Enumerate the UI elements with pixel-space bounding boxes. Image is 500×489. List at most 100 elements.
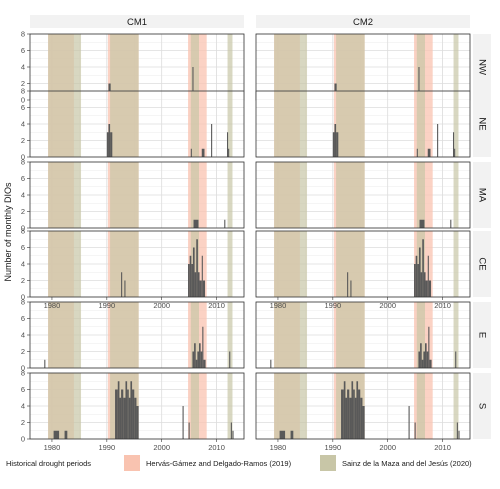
drought-period-sainz <box>416 373 426 439</box>
panel-ce-cm2 <box>255 230 471 298</box>
dio-bar <box>197 351 200 368</box>
dio-bar <box>106 132 109 157</box>
dio-bar <box>456 422 458 439</box>
dio-bar <box>128 397 131 439</box>
dio-bar <box>121 272 123 297</box>
drought-period-sainz <box>453 373 459 439</box>
x-tick-label: 2010 <box>208 301 225 310</box>
row-label-s: S <box>477 403 488 409</box>
dio-bar <box>418 67 420 100</box>
row-strip-nw <box>473 34 491 100</box>
y-tick-label: 8 <box>21 298 25 307</box>
row-label-ne: NE <box>477 117 488 130</box>
x-tick-label: 2010 <box>434 443 451 452</box>
drought-period-sainz <box>274 91 308 157</box>
drought-period-sainz <box>48 373 82 439</box>
y-tick-label: 8 <box>21 227 25 236</box>
drought-period-sainz <box>48 231 82 297</box>
drought-period-sainz <box>227 231 233 297</box>
dio-bar <box>197 272 200 297</box>
dio-bar <box>358 389 361 439</box>
dio-bar <box>193 219 199 228</box>
drought-period-sainz <box>453 34 459 100</box>
y-tick-label: 8 <box>21 158 25 167</box>
dio-bar <box>426 351 429 368</box>
panel-nw-cm2 <box>255 33 471 101</box>
dio-bar <box>124 280 126 297</box>
row-strip-ne <box>473 91 491 157</box>
y-tick-label: 6 <box>21 46 25 55</box>
row-strip-e <box>473 302 491 368</box>
dio-bar <box>64 430 68 439</box>
dio-bar <box>454 148 456 157</box>
dio-bar <box>356 381 359 439</box>
dio-bar <box>428 326 430 368</box>
x-tick-label: 1990 <box>98 301 115 310</box>
dio-bar <box>290 430 294 439</box>
dio-bar <box>230 422 232 439</box>
dio-bar <box>117 381 120 439</box>
panel-ne-cm2 <box>255 90 471 158</box>
dio-bar <box>347 389 350 439</box>
dio-bar <box>422 239 424 297</box>
drought-period-sainz <box>110 162 139 228</box>
dio-bar <box>108 124 111 157</box>
dio-bar <box>455 351 457 368</box>
y-tick-label: 6 <box>21 243 25 252</box>
drought-period-sainz <box>416 162 426 228</box>
row-label-e: E <box>477 332 488 338</box>
dio-bar <box>192 247 195 297</box>
dio-bar <box>429 359 432 368</box>
dio-bar <box>420 343 422 368</box>
drought-period-sainz <box>274 34 308 100</box>
dio-bar <box>341 389 344 439</box>
drought-period-sainz <box>416 34 426 100</box>
y-tick-label: 0 <box>21 153 25 162</box>
dio-bar <box>202 280 206 297</box>
panel-border <box>255 161 471 229</box>
drought-period-sainz <box>48 91 82 157</box>
panel-nw-cm1: 0 2 4 6 8 <box>21 30 245 105</box>
y-tick-label: 0 <box>21 293 25 302</box>
dio-bar <box>44 359 46 368</box>
y-tick-label: 6 <box>21 174 25 183</box>
legend: Historical drought periods Hervás-Gámez a… <box>6 455 472 471</box>
x-tick-label: 2010 <box>434 301 451 310</box>
x-tick-label: 1990 <box>324 443 341 452</box>
y-tick-label: 2 <box>21 136 25 145</box>
y-axis-title: Number of monthly DIOs <box>3 182 13 282</box>
drought-period-sainz <box>453 231 459 297</box>
dio-bar <box>343 381 346 439</box>
dio-bar <box>418 247 421 297</box>
dio-bar <box>136 406 139 439</box>
legend-label-herv: Hervás-Gámez and Delgado-Ramos (2019) <box>146 459 292 468</box>
y-tick-label: 6 <box>21 103 25 112</box>
dio-bar <box>423 272 426 297</box>
drought-period-sainz <box>416 302 426 368</box>
dio-bar <box>115 389 118 439</box>
dio-bar <box>279 430 286 439</box>
dio-bar <box>354 397 357 439</box>
dio-bar <box>121 389 124 439</box>
dio-bar <box>199 343 201 368</box>
dio-bar <box>332 132 335 157</box>
dio-bar <box>421 359 424 368</box>
drought-period-sainz <box>190 34 200 100</box>
dio-bar <box>132 389 135 439</box>
y-tick-label: 0 <box>21 435 25 444</box>
dio-bar <box>334 124 337 157</box>
dio-bar <box>127 389 129 439</box>
drought-period-sainz <box>274 162 308 228</box>
x-tick-label: 2000 <box>379 443 396 452</box>
column-label-cm2: CM2 <box>353 17 373 28</box>
dio-bar <box>191 264 193 297</box>
drought-period-sainz <box>227 373 233 439</box>
row-label-nw: NW <box>477 59 488 75</box>
panel-ne-cm1: 0 2 4 6 8 <box>21 87 245 162</box>
drought-period-sainz <box>227 162 233 228</box>
dio-bar <box>414 264 416 297</box>
dio-bar <box>428 280 432 297</box>
legend-swatch-sainz <box>320 455 336 471</box>
dio-bar <box>192 67 194 100</box>
